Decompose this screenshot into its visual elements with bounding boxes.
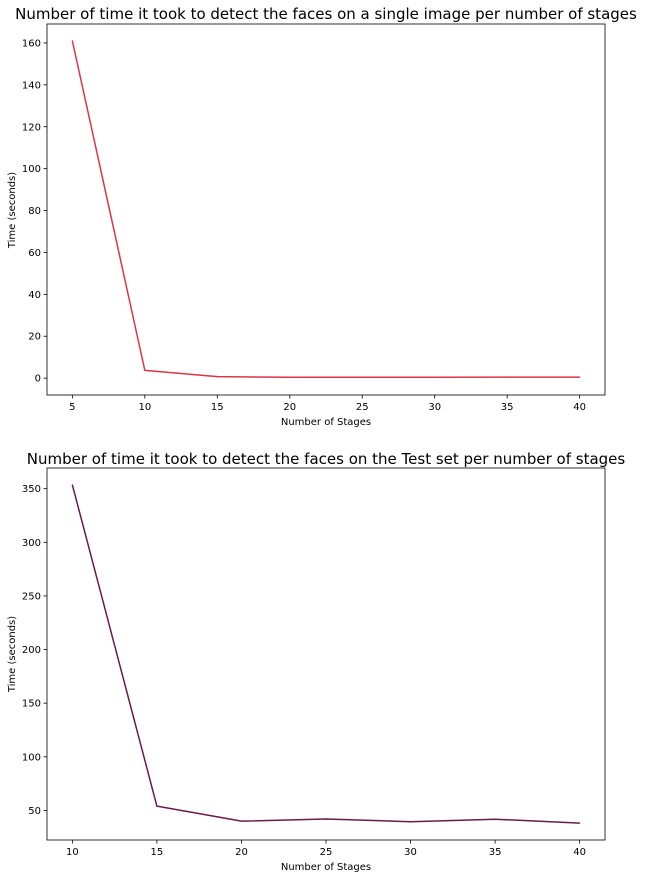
- data-point: [71, 484, 73, 486]
- x-tick-label: 40: [573, 847, 586, 858]
- data-point: [361, 376, 363, 378]
- data-point: [156, 805, 158, 807]
- y-tick-label: 60: [28, 248, 41, 259]
- plot-area: [46, 23, 606, 396]
- chart-test-set: Number of time it took to detect the fac…: [7, 450, 625, 873]
- y-axis: 50 100 150 200 250 300 350: [22, 484, 47, 817]
- series-group: [71, 484, 581, 824]
- data-point: [409, 821, 412, 823]
- chart-title: Number of time it took to detect the fac…: [15, 5, 637, 23]
- data-point: [71, 40, 73, 42]
- data-point: [144, 369, 146, 371]
- x-tick-label: 30: [428, 402, 441, 413]
- y-tick-label: 350: [22, 484, 41, 495]
- y-tick-label: 140: [22, 80, 41, 91]
- x-tick-label: 20: [235, 847, 248, 858]
- data-point: [506, 376, 508, 378]
- x-tick-label: 30: [404, 847, 417, 858]
- y-tick-label: 150: [22, 699, 41, 710]
- data-point: [325, 818, 327, 820]
- plot-area: [46, 467, 606, 841]
- y-tick-label: 160: [22, 38, 41, 49]
- x-tick-label: 15: [151, 847, 164, 858]
- data-point: [289, 376, 291, 378]
- y-tick-label: 300: [22, 538, 41, 549]
- y-tick-label: 50: [28, 806, 41, 817]
- y-tick-label: 200: [22, 645, 41, 656]
- series-line: [71, 40, 580, 379]
- y-tick-label: 250: [22, 591, 41, 602]
- x-axis: 5 10 15 20 25 30 35 40: [69, 395, 586, 413]
- data-point: [494, 818, 496, 820]
- y-tick-label: 0: [35, 374, 41, 385]
- y-axis-label: Time (seconds): [7, 172, 18, 249]
- x-tick-label: 20: [283, 402, 296, 413]
- data-point: [216, 376, 218, 378]
- y-axis: 0 20 40 60 80 100 120 140 160: [22, 38, 47, 385]
- x-tick-label: 40: [573, 402, 586, 413]
- x-tick-label: 35: [489, 847, 502, 858]
- data-point: [434, 376, 436, 378]
- data-point: [579, 376, 581, 378]
- x-axis-label: Number of Stages: [281, 862, 371, 873]
- x-axis-label: Number of Stages: [281, 417, 371, 428]
- x-tick-label: 25: [356, 402, 369, 413]
- y-tick-label: 120: [22, 122, 41, 133]
- x-tick-label: 10: [138, 402, 151, 413]
- x-tick-label: 10: [66, 847, 79, 858]
- series-group: [71, 40, 581, 379]
- y-tick-label: 40: [28, 290, 41, 301]
- x-tick-label: 5: [69, 402, 75, 413]
- chart-title: Number of time it took to detect the fac…: [27, 450, 626, 468]
- x-tick-label: 15: [211, 402, 224, 413]
- x-tick-label: 35: [501, 402, 514, 413]
- y-tick-label: 20: [28, 332, 41, 343]
- x-axis: 10 15 20 25 30 35 40: [66, 840, 586, 858]
- data-point: [579, 822, 581, 824]
- y-tick-label: 100: [22, 164, 41, 175]
- y-tick-label: 100: [22, 752, 41, 763]
- y-tick-label: 80: [28, 206, 41, 217]
- y-axis-label: Time (seconds): [7, 616, 18, 693]
- chart-single-image: Number of time it took to detect the fac…: [7, 5, 637, 428]
- x-tick-label: 25: [320, 847, 333, 858]
- data-point: [240, 820, 243, 822]
